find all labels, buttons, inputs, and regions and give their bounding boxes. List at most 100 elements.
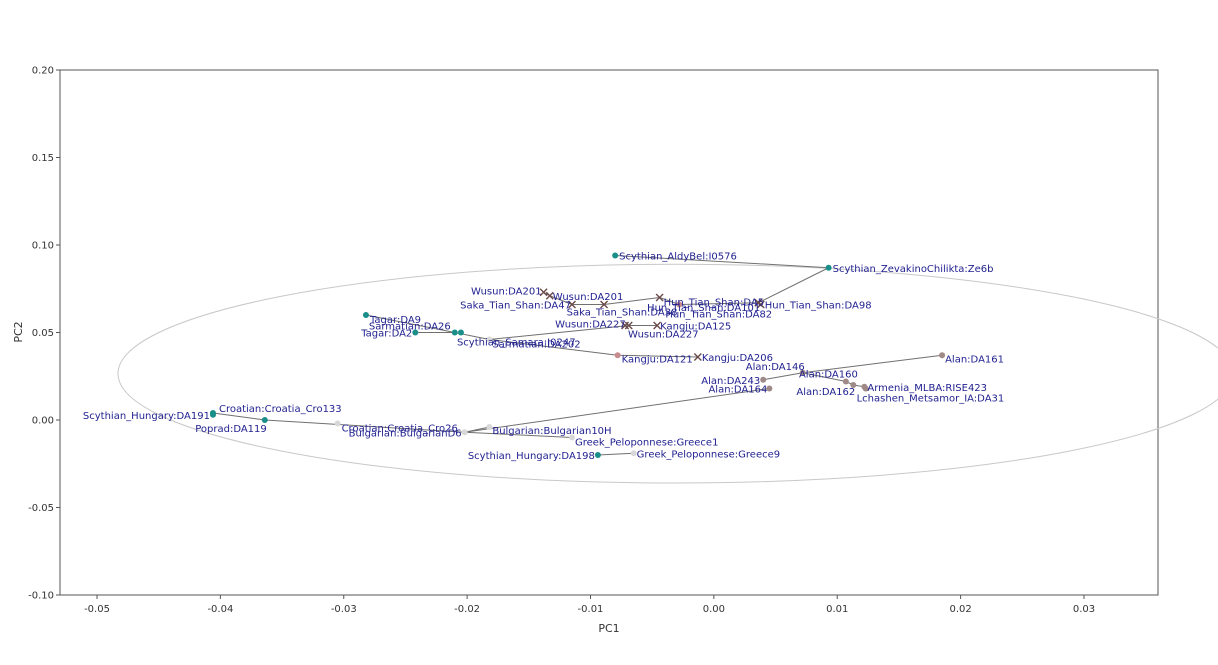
- point-label-sakatianshan: Saka_Tian_Shan:DA38: [567, 308, 678, 319]
- data-point-croatia26: [334, 420, 341, 427]
- connection-line: [604, 297, 660, 305]
- data-point-wusun227b: [621, 321, 630, 330]
- x-tick-label: -0.04: [207, 604, 233, 615]
- point-label-wusun201b: Wusun:DA201: [553, 292, 624, 303]
- point-label-bulgarian6: Bulgarian:BulgarianD6: [349, 428, 462, 439]
- connection-line: [802, 372, 846, 382]
- connection-line: [679, 302, 759, 305]
- point-label-croatia26: Croatian:Croatia_Cro26: [342, 424, 458, 435]
- y-axis-ticks: -0.10 -0.05 0.00 0.05 0.10 0.15 0.20: [28, 66, 60, 602]
- point-label-croatia133: Croatian:Croatia_Cro133: [219, 404, 342, 415]
- point-label-scythsamara: Scythian_Samara:I0247: [457, 338, 576, 349]
- x-tick-label: 0.01: [826, 604, 848, 615]
- connection-line: [597, 452, 634, 456]
- y-tick-label: -0.05: [28, 503, 54, 514]
- x-axis-ticks: -0.05 -0.04 -0.03 -0.02 -0.01 0.00 0.01 0.02 0.0…: [84, 595, 1095, 615]
- x-tick-label: 0.02: [949, 604, 971, 615]
- data-point-wusun201b: [545, 291, 554, 300]
- x-tick-label: -0.03: [331, 604, 357, 615]
- connection-line: [758, 267, 829, 304]
- connection-line: [365, 314, 455, 333]
- point-label-wusun227b: Wusun:DA227: [628, 330, 699, 341]
- connection-line: [489, 339, 618, 356]
- data-point-greece1: [568, 434, 575, 441]
- point-label-alan243: Alan:DA243: [701, 376, 760, 387]
- connection-line: [264, 419, 465, 433]
- point-label-wusun227a: Wusun:DA227: [555, 320, 626, 331]
- point-label-lchashen: Lchashen_Metsamor_IA:DA31: [857, 394, 1005, 405]
- point-label-sarmatian26: Sarmatian:DA26: [369, 322, 451, 333]
- y-tick-label: -0.10: [28, 591, 54, 602]
- data-point-aldybel: [612, 252, 619, 259]
- confidence-ellipse: [117, 263, 1218, 484]
- point-label-kangju125: Kangju:DA125: [660, 322, 731, 333]
- data-point-hungary198: [594, 452, 601, 458]
- connection-line: [802, 354, 943, 374]
- connection-line: [464, 431, 573, 438]
- data-point-bulgarian10h: [486, 424, 493, 430]
- point-label-zevakino: Scythian_ZevakinoChilikta:Ze6b: [833, 264, 994, 275]
- x-tick-label: 0.03: [1073, 604, 1095, 615]
- connection-line: [617, 354, 698, 358]
- data-point-sarmatian26: [451, 329, 458, 336]
- point-label-hungary198: Scythian_Hungary:DA198: [468, 451, 595, 462]
- data-point-kangju121: [614, 352, 621, 359]
- connection-line: [659, 297, 680, 305]
- data-point-lchashen: [862, 385, 869, 392]
- connection-line: [615, 255, 829, 269]
- x-tick-label: -0.05: [84, 604, 110, 615]
- point-label-hun: Hun_Tian_Shan:DA5: [664, 298, 765, 309]
- y-tick-label: 0.20: [32, 66, 54, 77]
- connection-line: [464, 388, 770, 433]
- y-tick-label: 0.05: [32, 328, 54, 339]
- x-tick-label: -0.02: [454, 604, 480, 615]
- data-point-scythsamara: [457, 329, 464, 336]
- data-point-hun82: [676, 301, 683, 308]
- data-point-tagar2: [412, 329, 419, 336]
- data-point-zevakino: [825, 264, 832, 271]
- point-label-bulgarian10h: Bulgarian:Bulgarian10H: [492, 426, 611, 437]
- data-point-sakatianshan: [600, 300, 609, 309]
- y-tick-label: 0.00: [32, 416, 54, 427]
- data-point-alan161: [939, 352, 946, 359]
- connection-line: [212, 412, 265, 421]
- y-tick-label: 0.15: [32, 153, 54, 164]
- connection-line: [549, 295, 573, 305]
- data-point-tagar9: [362, 312, 369, 318]
- point-label-poprad: Poprad:DA119: [195, 424, 267, 435]
- point-label-sarmatian202: Sarmatian:DA202: [492, 340, 580, 351]
- data-point-bulgarian6: [461, 429, 468, 436]
- data-point-sarmatian202: [486, 336, 493, 343]
- data-point-alan162: [850, 382, 857, 388]
- data-point-hungary191: [209, 411, 216, 418]
- connection-lines-layer: [212, 255, 943, 456]
- data-point-poprad: [261, 417, 268, 423]
- point-label-tagar2: Tagar:DA2: [360, 329, 412, 340]
- data-point-alan243: [760, 376, 767, 383]
- point-label-alan161: Alan:DA161: [945, 354, 1004, 365]
- point-label-alan146: Alan:DA146: [746, 362, 805, 373]
- point-label-alan160: Alan:DA160: [799, 370, 858, 381]
- data-point-kangju125: [653, 321, 662, 330]
- point-label-armenia: Armenia_MLBA:RISE423: [867, 383, 987, 394]
- point-label-greece9: Greek_Peloponnese:Greece9: [637, 449, 780, 460]
- connection-line: [464, 426, 490, 433]
- data-points-layer: [209, 252, 946, 458]
- data-point-alan164: [766, 385, 773, 392]
- point-label-alan164: Alan:DA164: [708, 385, 767, 396]
- point-label-aldybel: Scythian_AldyBel:I0576: [619, 252, 737, 263]
- point-label-tagar9: Tagar:DA9: [369, 315, 421, 326]
- data-point-kangju206: [693, 353, 702, 361]
- data-point-wusun201a: [539, 288, 548, 297]
- y-tick-label: 0.10: [32, 241, 54, 252]
- connection-line: [763, 372, 803, 381]
- point-label-greece1: Greek_Peloponnese:Greece1: [575, 438, 718, 449]
- x-tick-label: -0.01: [578, 604, 604, 615]
- point-label-alan162: Alan:DA162: [796, 387, 855, 398]
- data-point-hun: [655, 293, 664, 302]
- y-axis-label: PC2: [12, 321, 25, 342]
- point-label-hun82: Hun_Tian_Shan:DA82: [665, 310, 772, 321]
- confidence-ellipse-layer: [117, 263, 1218, 484]
- point-label-hun101: Hun_Tian_Shan:DA101: [647, 303, 760, 314]
